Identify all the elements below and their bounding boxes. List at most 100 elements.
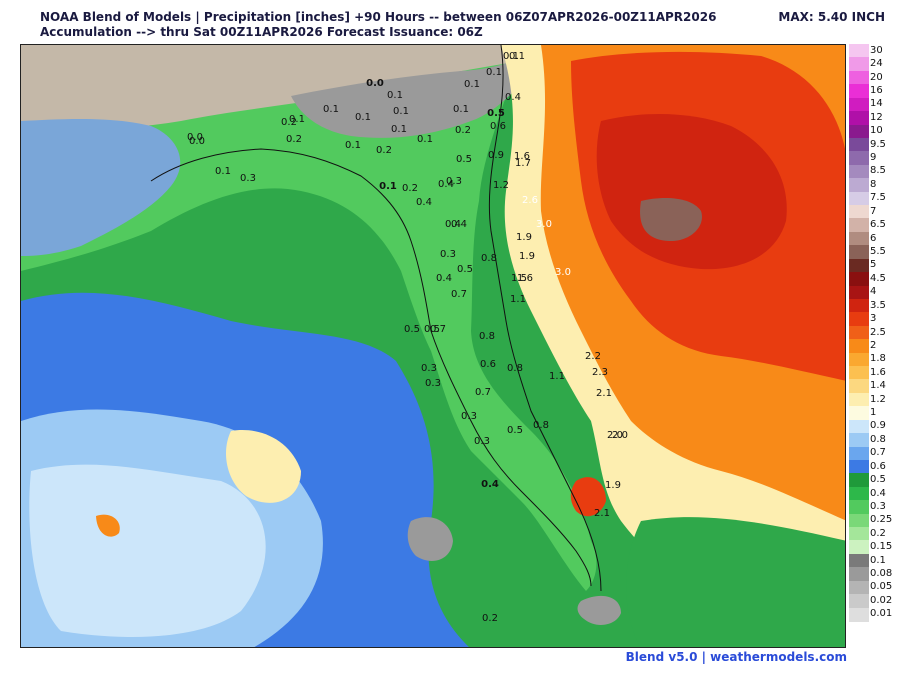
legend-label: 9.5 (870, 138, 886, 150)
map-value-label: 1.6 (514, 151, 530, 162)
legend-swatch (849, 473, 869, 488)
legend-swatch (849, 57, 869, 72)
map-value-label: 0.5 (456, 154, 472, 165)
legend-swatch (849, 191, 869, 206)
gulf-yellow-blob (226, 430, 301, 503)
legend-swatch (849, 594, 869, 609)
legend-swatch (849, 312, 869, 327)
legend-label: 8 (870, 178, 877, 190)
map-value-label: 0.1 (289, 114, 305, 125)
legend-swatch (849, 607, 869, 622)
map-value-label: 0.1 (323, 104, 339, 115)
map-value-label: 0.1 (345, 140, 361, 151)
florida-west-coastline (150, 148, 592, 587)
map-value-label: 0.0 (366, 78, 384, 89)
legend-label: 0.25 (870, 514, 893, 526)
southeast-red-cell (570, 477, 606, 517)
legend-label: 24 (870, 58, 883, 70)
legend-label: 6 (870, 232, 877, 244)
legend-label: 3 (870, 313, 877, 325)
land-dry-north (21, 45, 541, 141)
legend-swatch (849, 392, 869, 407)
legend-swatch (849, 218, 869, 233)
map-value-label: 0.5 (487, 108, 505, 119)
map-value-label: 0.5 (507, 425, 523, 436)
map-title-line-2: Accumulation --> thru Sat 00Z11APR2026 F… (40, 25, 483, 39)
map-value-label: 0.8 (479, 331, 495, 342)
legend-swatch (849, 164, 869, 179)
map-value-label: 0.1 (453, 104, 469, 115)
legend-label: 6.5 (870, 219, 886, 231)
map-value-label: 0.2 (281, 117, 297, 128)
legend-swatch (849, 124, 869, 139)
legend-swatch (849, 513, 869, 528)
gulf-orange-spot (96, 514, 120, 537)
map-value-label: 0.3 (461, 411, 477, 422)
legend-swatch (849, 285, 869, 300)
legend-swatch (849, 70, 869, 85)
map-value-label: 0.4 (445, 219, 461, 230)
map-value-label: 0.1 (417, 134, 433, 145)
legend-swatch (849, 111, 869, 126)
map-value-label: 0.4 (451, 219, 467, 230)
legend-swatch (849, 298, 869, 313)
legend-label: 0.7 (870, 447, 886, 459)
legend-label: 7.5 (870, 192, 886, 204)
map-value-label: 0.6 (490, 121, 506, 132)
legend-swatch (849, 44, 869, 58)
map-value-label: 0.7 (430, 324, 446, 335)
legend-swatch (849, 84, 869, 99)
map-value-label: 2.6 (522, 195, 538, 206)
map-value-label: 0.8 (533, 420, 549, 431)
legend-swatch (849, 325, 869, 340)
map-value-label: 1.1 (510, 294, 526, 305)
legend-swatch (849, 272, 869, 287)
legend-label: 4 (870, 286, 877, 298)
legend-label: 14 (870, 98, 883, 110)
legend-swatch (849, 486, 869, 501)
map-value-label: 0.2 (286, 134, 302, 145)
legend-label: 0.4 (870, 487, 886, 499)
map-value-label: 0.5 (404, 324, 420, 335)
legend-swatch (849, 366, 869, 381)
map-value-label: 0.6 (480, 359, 496, 370)
legend-label: 5.5 (870, 245, 886, 257)
map-value-label: 2.2 (585, 351, 601, 362)
precipitation-legend (849, 44, 869, 622)
map-value-label: 0.1 (391, 124, 407, 135)
map-value-label: 0.1 (503, 51, 519, 62)
map-value-label: 0.2 (402, 183, 418, 194)
map-value-label: 0.3 (425, 378, 441, 389)
legend-swatch (849, 151, 869, 166)
legend-swatch (849, 339, 869, 354)
map-value-label: 2.1 (596, 388, 612, 399)
map-title-line-1: NOAA Blend of Models | Precipitation [in… (40, 10, 717, 24)
map-value-label: 0.3 (421, 363, 437, 374)
map-value-label: 0.3 (474, 436, 490, 447)
map-value-label: 0.9 (488, 150, 504, 161)
map-value-label: 0.0 (189, 136, 205, 147)
legend-swatch (849, 258, 869, 273)
legend-swatch (849, 379, 869, 394)
legend-label: 20 (870, 71, 883, 83)
legend-label: 0.9 (870, 420, 886, 432)
map-value-label: 0.4 (481, 479, 499, 490)
map-value-label: 2.0 (607, 430, 623, 441)
legend-label: 10 (870, 125, 883, 137)
map-value-label: 0.1 (387, 90, 403, 101)
legend-label: 16 (870, 84, 883, 96)
map-value-label: 0.5 (457, 264, 473, 275)
legend-swatch (849, 97, 869, 112)
map-value-label: 3.0 (555, 267, 571, 278)
map-value-label: 0.1 (393, 106, 409, 117)
keys-grey-patch (577, 595, 621, 625)
legend-swatch (849, 205, 869, 220)
map-value-label: 0.5 (424, 324, 440, 335)
map-value-label: 2.3 (592, 367, 608, 378)
legend-label: 0.02 (870, 594, 893, 606)
map-value-label: 0.3 (440, 249, 456, 260)
legend-label: 0.08 (870, 568, 893, 580)
legend-label: 2 (870, 339, 877, 351)
legend-label: 0.1 (870, 554, 886, 566)
legend-label: 0.3 (870, 500, 886, 512)
